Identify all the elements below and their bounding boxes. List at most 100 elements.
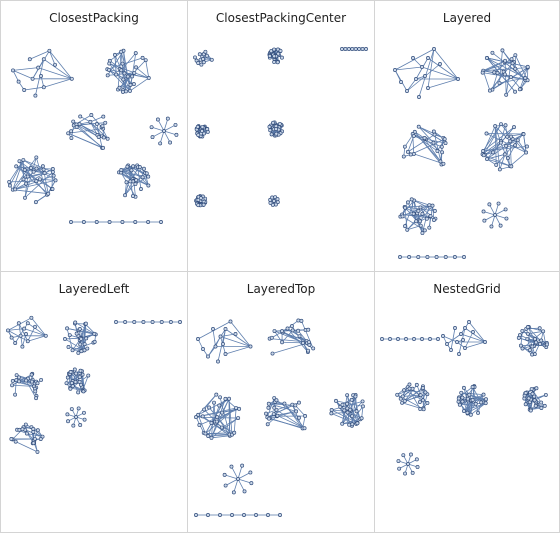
graph-node xyxy=(417,209,420,212)
graph-node xyxy=(10,384,13,387)
graph-node xyxy=(304,414,307,417)
graph-node xyxy=(403,472,406,475)
graph-node xyxy=(409,453,412,456)
graph-node xyxy=(230,513,233,516)
graph-node xyxy=(420,337,423,340)
graph-node xyxy=(211,327,214,330)
graph-node xyxy=(482,210,485,213)
graph-node xyxy=(84,322,87,325)
graph-node xyxy=(32,170,35,173)
graph-node xyxy=(512,126,515,129)
graph-node xyxy=(134,66,137,69)
graph-node xyxy=(147,220,150,223)
graph-node xyxy=(78,327,81,330)
graph-node xyxy=(22,178,25,181)
graph-node xyxy=(10,336,13,339)
graph-node xyxy=(121,62,124,65)
graph-node xyxy=(408,383,411,386)
graph-node xyxy=(102,136,105,139)
graph-node xyxy=(513,90,516,93)
graph-node xyxy=(11,379,14,382)
graph-component-1 xyxy=(193,50,213,66)
graph-node xyxy=(463,346,466,349)
graph-node xyxy=(199,196,202,199)
graph-component-1 xyxy=(380,337,439,340)
graph-node xyxy=(453,326,456,329)
graph-node xyxy=(490,225,493,228)
graph-node xyxy=(356,422,359,425)
graph-node xyxy=(224,327,227,330)
graph-component-6 xyxy=(194,195,206,207)
graph-node xyxy=(32,427,35,430)
graph-node xyxy=(17,380,20,383)
graph-node xyxy=(77,351,80,354)
graph-node xyxy=(514,67,517,70)
graph-node xyxy=(147,184,150,187)
graph-node xyxy=(435,255,438,258)
graph-node xyxy=(14,393,17,396)
graph-node xyxy=(241,464,244,467)
graph-edge xyxy=(9,181,36,182)
graph-node xyxy=(402,454,405,457)
graph-edge xyxy=(49,51,71,79)
graph-node xyxy=(201,57,204,60)
graph-node xyxy=(506,157,509,160)
graph-node xyxy=(93,332,96,335)
graph-node xyxy=(108,220,111,223)
graph-node xyxy=(224,484,227,487)
graph-node xyxy=(82,390,85,393)
graph-node xyxy=(128,89,131,92)
graph-node xyxy=(424,391,427,394)
graph-node xyxy=(494,124,497,127)
graph-node xyxy=(420,65,423,68)
graph-node xyxy=(75,125,78,128)
graph-node xyxy=(540,401,543,404)
graph-node xyxy=(215,393,218,396)
graph-component-2 xyxy=(106,49,151,93)
graph-node xyxy=(503,153,506,156)
graph-node xyxy=(529,409,532,412)
graph-component-5 xyxy=(457,385,488,417)
graph-node xyxy=(449,348,452,351)
graph-node xyxy=(73,368,76,371)
graph-node xyxy=(70,381,73,384)
graph-node xyxy=(106,74,109,77)
graph-node xyxy=(216,360,219,363)
graph-node xyxy=(476,411,479,414)
graph-node xyxy=(129,180,132,183)
graph-node xyxy=(6,329,9,332)
graph-component-6 xyxy=(117,164,150,199)
graph-node xyxy=(74,380,77,383)
graph-node xyxy=(220,426,223,429)
graph-node xyxy=(423,229,426,232)
graph-node xyxy=(428,204,431,207)
graph-node xyxy=(32,442,35,445)
graph-node xyxy=(30,316,33,319)
graph-component-7 xyxy=(398,255,465,258)
graph-node xyxy=(291,329,294,332)
graph-node xyxy=(399,80,402,83)
graph-node xyxy=(21,345,24,348)
graph-node xyxy=(421,386,424,389)
graph-node xyxy=(198,53,201,56)
graph-node xyxy=(361,405,364,408)
graph-node xyxy=(80,350,83,353)
graph-component-6 xyxy=(223,464,253,494)
graph-node xyxy=(200,63,203,66)
graph-node xyxy=(441,334,444,337)
graph-node xyxy=(460,391,463,394)
graph-node xyxy=(510,58,513,61)
graph-node xyxy=(115,73,118,76)
graph-node xyxy=(273,60,276,63)
graph-node xyxy=(23,327,26,330)
graph-node xyxy=(422,408,425,411)
graph-component-3 xyxy=(402,125,447,166)
graph-node xyxy=(542,330,545,333)
graph-node xyxy=(125,181,128,184)
graph-node xyxy=(106,137,109,140)
graph-node xyxy=(37,66,40,69)
graph-node xyxy=(198,423,201,426)
graph-node xyxy=(151,320,154,323)
graph-node xyxy=(101,124,104,127)
graph-node xyxy=(227,397,230,400)
